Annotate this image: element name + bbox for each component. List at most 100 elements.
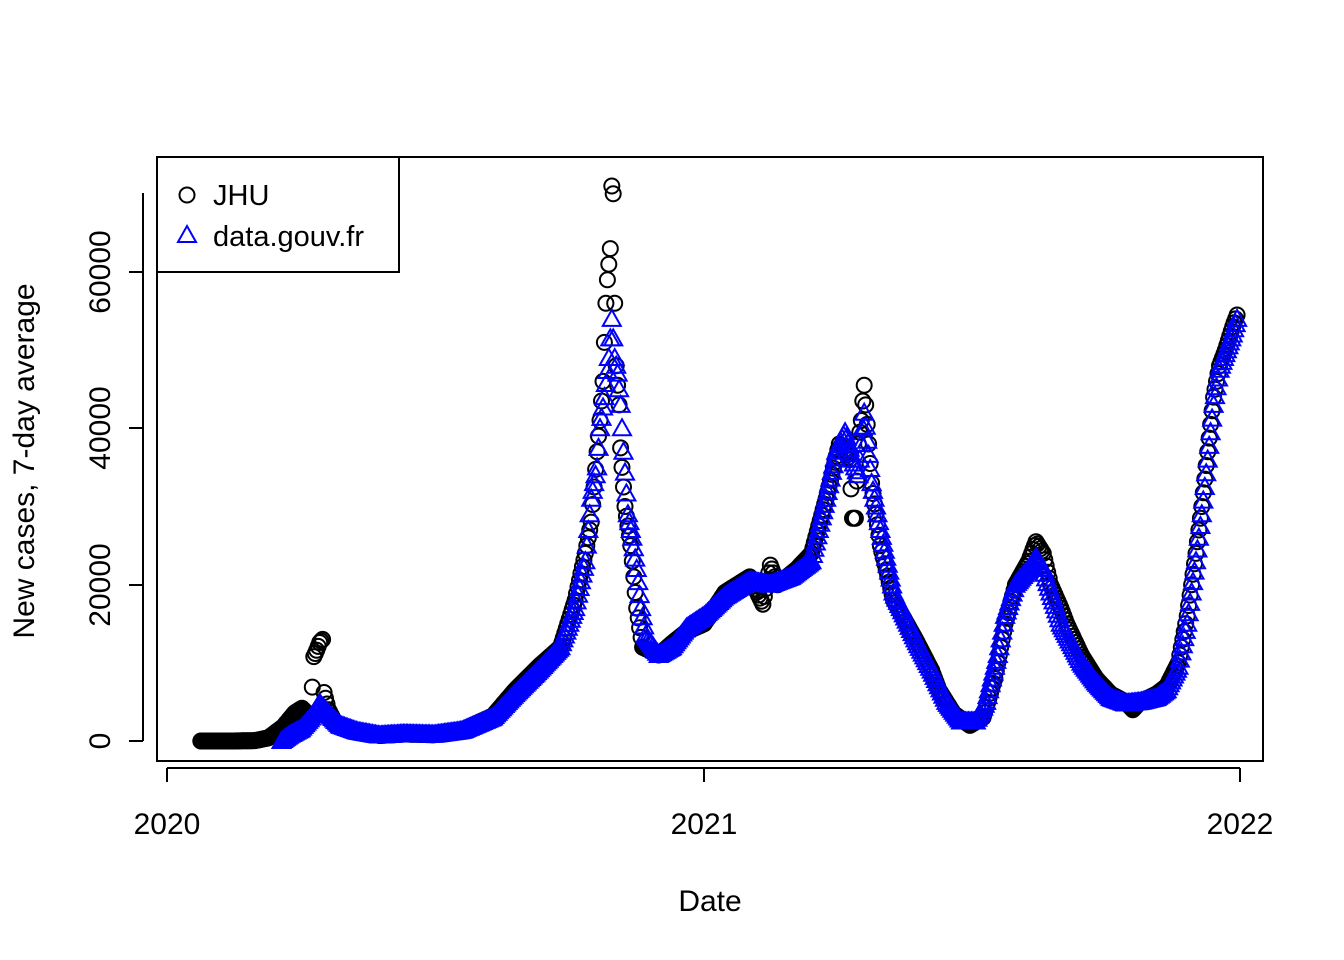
data-point-data-gouv-fr <box>815 487 837 507</box>
data-point-jhu <box>609 376 627 394</box>
y-tick-label: 40000 <box>84 386 117 469</box>
data-point-data-gouv-fr <box>576 534 598 554</box>
data-point-jhu <box>311 634 329 651</box>
data-point-jhu <box>598 271 616 289</box>
x-tick-2020: 2020 <box>134 768 200 841</box>
data-point-data-gouv-fr <box>982 661 1005 681</box>
data-point-jhu <box>603 177 621 195</box>
data-point-jhu <box>616 498 634 515</box>
data-point-jhu <box>1191 509 1209 527</box>
y-tick-60000: 60000 <box>84 230 143 314</box>
x-axis: 2020 2021 2022 <box>134 767 1273 841</box>
data-point-data-gouv-fr <box>807 518 830 538</box>
data-point-data-gouv-fr <box>810 506 833 526</box>
data-point-data-gouv-fr <box>565 590 588 610</box>
data-point-data-gouv-fr <box>1177 602 1200 622</box>
data-point-data-gouv-fr <box>816 480 839 500</box>
legend-label-data-gouv-fr: data.gouv.fr <box>213 221 364 253</box>
data-point-data-gouv-fr <box>587 436 610 456</box>
data-point-data-gouv-fr <box>874 539 896 559</box>
plot-frame <box>156 156 1264 762</box>
data-point-data-gouv-fr <box>630 597 652 617</box>
data-point-data-gouv-fr <box>975 690 997 710</box>
data-point-data-gouv-fr <box>862 479 884 499</box>
data-point-data-gouv-fr <box>802 543 824 563</box>
data-point-data-gouv-fr <box>976 685 999 705</box>
data-point-jhu <box>1228 306 1246 324</box>
data-point-data-gouv-fr <box>812 500 834 520</box>
data-point-data-gouv-fr <box>573 556 595 576</box>
data-point-jhu <box>613 458 631 476</box>
data-point-data-gouv-fr <box>806 525 829 545</box>
data-point-data-gouv-fr <box>1221 323 1244 343</box>
y-tick-label: 60000 <box>84 230 117 313</box>
legend-marker-jhu <box>178 186 196 204</box>
data-point-data-gouv-fr <box>1179 591 1201 611</box>
data-point-data-gouv-fr <box>850 432 873 452</box>
data-point-jhu <box>606 294 624 312</box>
legend-marker-data-gouv-fr <box>176 223 198 243</box>
data-point-data-gouv-fr <box>1192 489 1215 509</box>
data-point-data-gouv-fr <box>603 346 626 366</box>
data-point-data-gouv-fr <box>1186 538 1209 558</box>
data-point-data-gouv-fr <box>1224 313 1247 333</box>
y-tick-20000: 20000 <box>84 543 143 627</box>
data-point-data-gouv-fr <box>617 503 639 523</box>
data-point-jhu <box>601 240 619 258</box>
data-point-jhu <box>600 255 618 273</box>
data-point-data-gouv-fr <box>605 354 627 374</box>
data-point-data-gouv-fr <box>821 460 843 480</box>
data-point-data-gouv-fr <box>978 679 1000 699</box>
data-point-data-gouv-fr <box>623 537 645 557</box>
data-point-data-gouv-fr <box>824 447 846 467</box>
data-point-jhu <box>619 517 637 535</box>
data-point-data-gouv-fr <box>578 503 601 523</box>
x-tick-2021: 2021 <box>671 768 738 841</box>
data-point-data-gouv-fr <box>1226 307 1248 327</box>
data-point-data-gouv-fr <box>1194 475 1216 495</box>
data-point-jhu <box>857 396 875 414</box>
data-point-data-gouv-fr <box>860 472 883 492</box>
data-point-data-gouv-fr <box>589 417 611 437</box>
data-point-data-gouv-fr <box>564 597 586 617</box>
data-point-data-gouv-fr <box>1201 407 1223 427</box>
data-point-data-gouv-fr <box>590 406 613 426</box>
data-point-data-gouv-fr <box>570 570 592 590</box>
data-point-data-gouv-fr <box>872 532 895 552</box>
y-tick-label: 20000 <box>84 543 117 626</box>
data-point-data-gouv-fr <box>1191 503 1213 523</box>
data-point-jhu <box>612 439 630 457</box>
data-point-data-gouv-fr <box>1195 462 1217 482</box>
data-point-data-gouv-fr <box>621 526 644 546</box>
data-point-jhu <box>1187 544 1205 562</box>
data-point-jhu <box>855 376 873 394</box>
data-point-data-gouv-fr <box>608 378 630 398</box>
x-tick-2022: 2022 <box>1207 768 1273 841</box>
data-point-data-gouv-fr <box>1182 571 1204 591</box>
data-point-data-gouv-fr <box>875 546 897 566</box>
data-point-data-gouv-fr <box>865 495 887 515</box>
data-point-data-gouv-fr <box>1183 560 1206 580</box>
data-point-data-gouv-fr <box>609 393 632 413</box>
y-tick-label: 0 <box>84 733 117 750</box>
data-point-data-gouv-fr <box>985 649 1008 669</box>
data-point-data-gouv-fr <box>879 567 902 587</box>
data-point-data-gouv-fr <box>602 327 624 347</box>
data-point-jhu <box>629 609 647 627</box>
data-point-data-gouv-fr <box>979 673 1002 693</box>
data-point-jhu <box>754 595 772 613</box>
data-point-data-gouv-fr <box>595 372 617 392</box>
data-point-data-gouv-fr <box>631 606 654 626</box>
data-point-data-gouv-fr <box>614 461 636 481</box>
data-point-data-gouv-fr <box>593 386 616 406</box>
x-tick-label: 2021 <box>671 808 738 841</box>
data-point-data-gouv-fr <box>868 511 890 531</box>
y-tick-40000: 40000 <box>84 386 143 470</box>
data-point-data-gouv-fr <box>601 307 623 327</box>
data-point-data-gouv-fr <box>1199 421 1222 441</box>
data-point-data-gouv-fr <box>871 525 893 545</box>
data-point-data-gouv-fr <box>878 560 900 580</box>
data-point-data-gouv-fr <box>611 417 633 437</box>
y-axis-label: New cases, 7-day average <box>8 283 41 638</box>
